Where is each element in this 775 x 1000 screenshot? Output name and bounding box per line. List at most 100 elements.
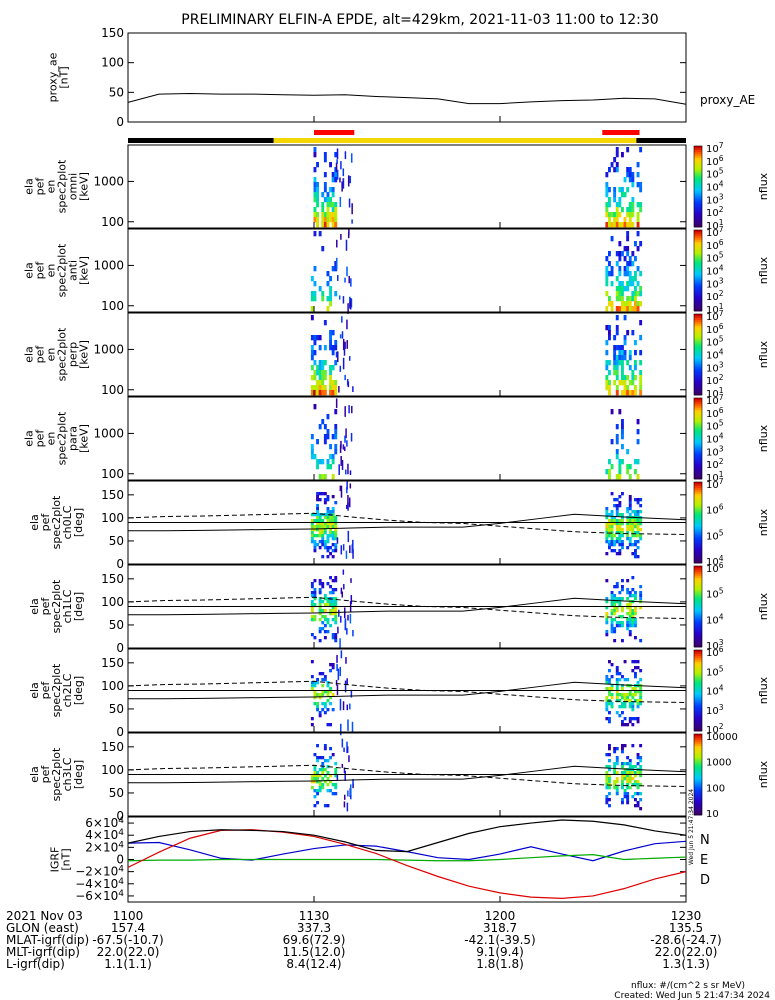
spectrogram-cell <box>316 744 319 748</box>
spectrogram-cell <box>618 678 622 682</box>
spectrogram-cell <box>326 212 330 218</box>
colorbar-cell <box>694 408 702 411</box>
spectrogram-cell <box>621 522 624 526</box>
spectrogram-cell <box>626 147 630 153</box>
spectrogram-cell <box>343 794 346 800</box>
spectrogram-cell <box>321 540 325 544</box>
spectrogram-cell <box>618 693 622 697</box>
spectrogram-cell <box>334 603 338 607</box>
spectrogram-cell <box>626 271 630 277</box>
colorbar-tick-label: 103 <box>706 276 724 290</box>
spectrogram-cell <box>326 618 330 622</box>
spectrogram-cell <box>615 345 619 351</box>
spectrogram-cell <box>326 207 330 213</box>
spectrogram-cell <box>321 765 325 769</box>
colorbar-cell <box>694 410 702 413</box>
colorbar-cell <box>694 576 702 579</box>
spectrogram-cell <box>628 217 632 223</box>
spectrogram-cell <box>634 609 637 613</box>
spectrogram-cell <box>636 301 640 307</box>
spectrogram-cell <box>336 148 339 160</box>
spectrogram-cell <box>634 469 637 475</box>
spectrogram-cell <box>331 217 335 223</box>
spectrogram-cell <box>313 603 317 607</box>
colorbar-cell <box>694 746 702 749</box>
spectrogram-cell <box>626 330 630 336</box>
y-axis-label: en <box>45 180 58 194</box>
colorbar-cell <box>694 260 702 263</box>
spectrogram-cell <box>323 370 327 376</box>
spectrogram-cell <box>613 504 617 508</box>
spectrogram-cell <box>631 375 635 381</box>
colorbar-tick-label: 106 <box>706 238 724 252</box>
spectrogram-cell <box>318 459 322 465</box>
spectrogram-cell <box>636 528 640 532</box>
spectrogram-cell <box>321 708 325 712</box>
spectrogram-cell <box>623 340 627 346</box>
spectrogram-cell <box>621 419 624 425</box>
spectrogram-cell <box>631 207 635 213</box>
spectrogram-cell <box>313 690 317 694</box>
colorbar-cell <box>694 516 702 519</box>
spectrogram-cell <box>345 657 347 664</box>
spectrogram-cell <box>326 516 330 520</box>
spectrogram-cell <box>621 286 624 292</box>
spectrogram-cell <box>634 350 637 356</box>
loss-cone-line-dashed <box>127 596 687 619</box>
y-tick-label: 100 <box>101 56 124 70</box>
y-axis-label: ch3LC <box>61 757 74 791</box>
spectrogram-cell <box>636 660 640 664</box>
spectrogram-cell <box>639 585 643 589</box>
spectrogram-cell <box>636 792 640 796</box>
spectrogram-cell <box>329 600 332 604</box>
spectrogram-cell <box>605 537 609 541</box>
spectrogram-cell <box>608 711 611 715</box>
spectrogram-cell <box>626 612 630 616</box>
spectrogram-cell <box>326 459 330 465</box>
spectrogram-cell <box>331 753 335 757</box>
spectrogram-cell <box>318 591 322 595</box>
spectrogram-cell <box>316 385 319 391</box>
spectrogram-cell <box>626 469 630 475</box>
spectrogram-cell <box>326 777 330 781</box>
spectrogram-panels: 1001000elapefenspec2plotomni[keV]1001000… <box>23 144 687 823</box>
spectrogram-cell <box>326 582 330 586</box>
spectrogram-cell <box>636 202 640 208</box>
spectrogram-cell <box>316 459 319 465</box>
spectrogram-cell <box>318 522 322 526</box>
panel-frame <box>127 732 687 817</box>
spectrogram-cell <box>334 633 338 637</box>
spectrogram-cell <box>310 528 314 532</box>
colorbar-cell <box>694 616 702 620</box>
spectrogram-cell <box>639 335 643 341</box>
colorbar-cell <box>694 428 702 431</box>
spectrogram-cell <box>318 597 322 601</box>
spectrogram-cell <box>634 459 637 465</box>
spectrogram-cell <box>618 534 622 538</box>
spectrogram-cell <box>318 525 322 529</box>
spectrogram-cell <box>634 296 637 302</box>
colorbar-cell <box>694 734 702 737</box>
spectrogram-cell <box>626 699 630 703</box>
spectrogram-cell <box>634 783 637 787</box>
colorbar-tick-label: 10 <box>706 809 719 820</box>
colorbar-cell <box>694 496 702 499</box>
spectrogram-cell <box>628 630 632 634</box>
colorbar-cell <box>694 538 702 542</box>
igrf-line-total <box>127 819 687 853</box>
spectrogram-cell <box>613 519 617 523</box>
spectrogram-cell <box>338 295 341 300</box>
spectrogram-cell <box>639 528 643 532</box>
spectrogram-cell <box>634 624 637 628</box>
spectrogram-cell <box>634 306 637 312</box>
spectrogram-cell <box>605 783 609 787</box>
spectrogram-cell <box>348 229 350 236</box>
spectrogram-cell <box>323 385 327 391</box>
spectrogram-cell <box>326 495 330 499</box>
spectrogram-cell <box>636 291 640 297</box>
spectrogram-cell <box>618 345 622 351</box>
colorbar-cell <box>694 550 702 554</box>
spectrogram-cell <box>613 780 617 784</box>
spectrogram-cell <box>639 765 643 769</box>
spectrogram-cell <box>634 241 637 247</box>
